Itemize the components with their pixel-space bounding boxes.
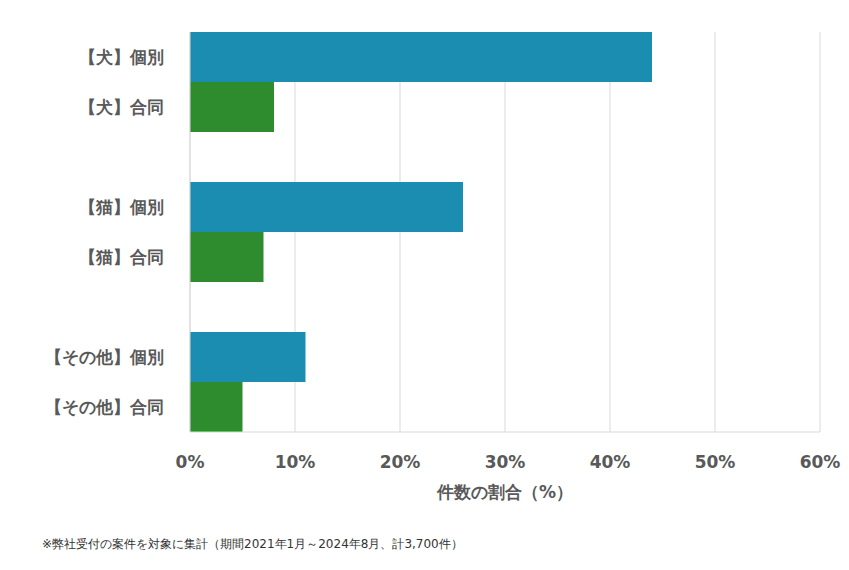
svg-text:10%: 10% [275,452,316,472]
svg-text:【犬】合同: 【犬】合同 [79,97,164,117]
svg-text:【その他】合同: 【その他】合同 [45,397,164,417]
svg-text:【その他】個別: 【その他】個別 [45,347,164,367]
html-text:※弊社受付の案件を対象に集計（期間2021年1月～2024年: ※弊社受付の案件を対象に集計（期間2021年1月～2024年8月、計3,700件… [42,537,463,551]
svg-text:40%: 40% [590,452,631,472]
svg-text:【猫】個別: 【猫】個別 [79,197,164,217]
svg-text:20%: 20% [380,452,421,472]
svg-text:【犬】個別: 【犬】個別 [79,47,164,67]
svg-text:0%: 0% [176,452,205,472]
svg-text:件数の割合（%）: 件数の割合（%） [436,482,573,502]
svg-text:50%: 50% [695,452,736,472]
svg-text:60%: 60% [800,452,841,472]
svg-text:【猫】合同: 【猫】合同 [79,247,164,267]
svg-text:30%: 30% [485,452,526,472]
